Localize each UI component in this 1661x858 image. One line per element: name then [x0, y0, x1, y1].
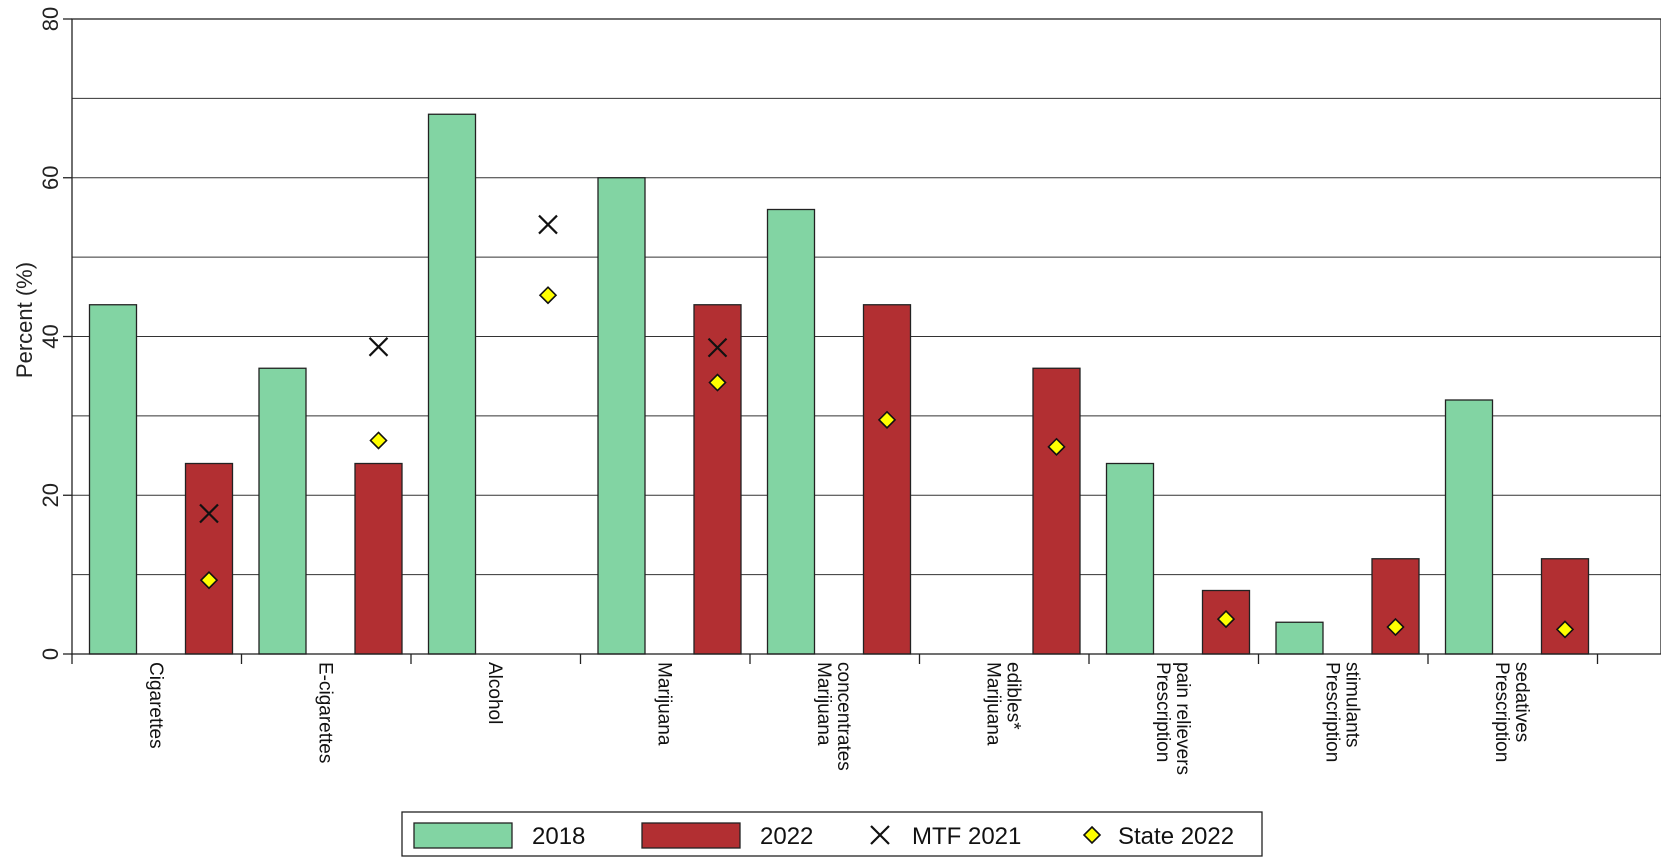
legend-swatch-2018	[413, 822, 513, 849]
marker-mtf-2021	[199, 503, 219, 524]
bar-2022	[693, 304, 742, 655]
bar-2018	[1275, 621, 1324, 655]
legend-label: 2022	[760, 823, 813, 850]
x-tick-label-line: sedatives	[1511, 662, 1532, 742]
bar-2018	[258, 367, 307, 655]
x-tick-label: Alcohol	[484, 662, 505, 724]
bar-2018	[766, 208, 816, 655]
x-tick-label: Marijuana	[653, 662, 674, 746]
bar-2022	[1540, 558, 1590, 655]
bar-2022	[184, 462, 234, 655]
y-tick-label: 20	[38, 483, 63, 507]
marker-state-2022	[1386, 617, 1405, 637]
bar-2022	[354, 462, 403, 655]
x-tick-label: Marijuanaconcentrates	[813, 662, 854, 771]
y-axis-title: Percent (%)	[12, 262, 37, 378]
marker-mtf-2021	[368, 337, 389, 357]
x-tick-label: Prescriptionpain relievers	[1152, 662, 1193, 775]
bar-2022	[1371, 558, 1420, 655]
marker-state-2022	[708, 373, 727, 392]
legend: 2018 2022 MTF 2021 State 2022	[401, 811, 1263, 857]
x-tick-label-line: concentrates	[833, 662, 854, 771]
bar-2018	[88, 304, 138, 655]
marker-mtf-2021	[538, 214, 558, 235]
y-tick-label: 0	[38, 648, 63, 660]
legend-swatch-mtf-2021	[870, 825, 890, 845]
x-tick-label-line: Alcohol	[484, 662, 505, 724]
bar-2018	[1105, 462, 1155, 655]
x-tick-label-line: Prescription	[1491, 662, 1512, 762]
bars	[88, 113, 1590, 655]
legend-box	[401, 811, 1263, 857]
marker-state-2022	[538, 286, 558, 305]
x-tick-label-line: Cigarettes	[145, 662, 166, 749]
x-tick-label-line: pain relievers	[1172, 662, 1193, 775]
bar-2018	[427, 113, 477, 655]
marker-state-2022	[1555, 620, 1575, 639]
x-tick-label-line: Marijuana	[653, 662, 674, 746]
x-tick-label: Prescriptionstimulants	[1321, 662, 1362, 762]
marker-state-2022	[199, 571, 219, 590]
x-tick-label-line: stimulants	[1341, 662, 1362, 748]
legend-label: MTF 2021	[912, 823, 1021, 850]
marker-state-2022	[1216, 609, 1236, 629]
x-tick-label-line: Prescription	[1321, 662, 1342, 762]
x-tick-label: Prescriptionsedatives	[1491, 662, 1532, 762]
bar-2018	[597, 177, 646, 655]
legend-label: State 2022	[1118, 823, 1234, 850]
marker-state-2022	[1047, 437, 1066, 456]
marker-mtf-2021	[707, 337, 728, 358]
y-tick-label: 80	[38, 7, 63, 31]
legend-swatch-2022	[641, 822, 741, 849]
x-tick-label: E-cigarettes	[314, 662, 335, 763]
x-tick-label: Marijuanaedibles*	[982, 662, 1023, 746]
marker-state-2022	[369, 431, 388, 450]
x-tick-label-line: edibles*	[1002, 662, 1023, 730]
x-tick-label-line: Marijuana	[813, 662, 834, 746]
marker-state-2022	[877, 410, 897, 429]
y-tick-label: 60	[38, 166, 63, 190]
markers	[199, 214, 1575, 639]
bar-2018	[1444, 399, 1494, 655]
legend-swatch-state-2022	[1082, 825, 1102, 845]
x-tick-label-line: Prescription	[1152, 662, 1173, 762]
legend-label: 2018	[532, 823, 585, 850]
x-tick-label-line: Marijuana	[982, 662, 1003, 746]
bar-2022	[862, 304, 912, 655]
x-tick-label: Cigarettes	[145, 662, 166, 749]
y-tick-label: 40	[38, 324, 63, 348]
bar-2022	[1032, 367, 1081, 655]
x-tick-label-line: E-cigarettes	[314, 662, 335, 763]
axes: 0 20 40 60 80 Cigarettes E-cigarettes Alcohol Ma…	[38, 7, 1661, 775]
